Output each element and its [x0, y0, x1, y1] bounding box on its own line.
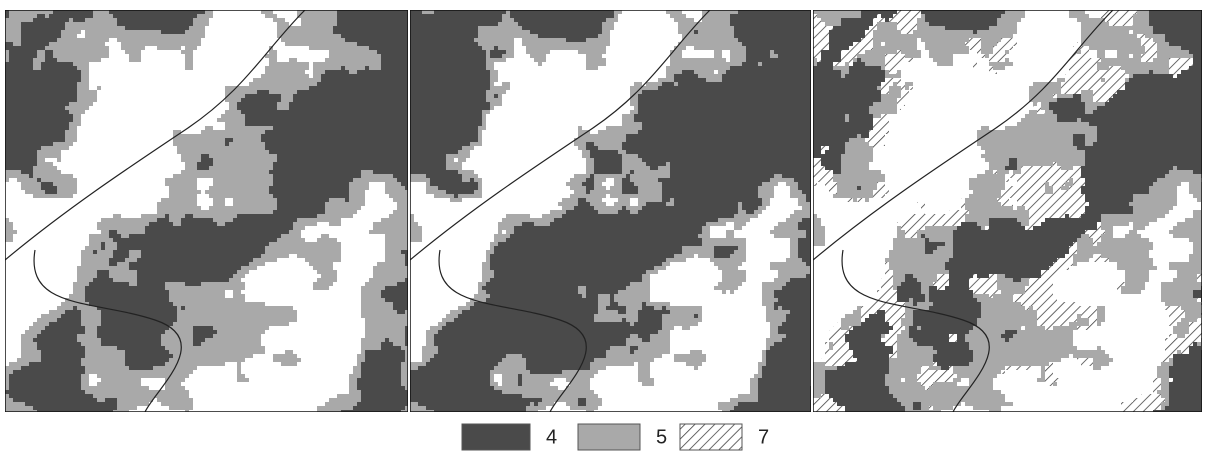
- map-panels: [5, 10, 1205, 414]
- map-panel: [410, 10, 814, 414]
- legend-swatch: [462, 424, 530, 450]
- legend-swatch: [680, 424, 742, 450]
- legend-swatch: [578, 424, 640, 450]
- map-panel: [5, 10, 409, 414]
- legend: 4 5 7: [462, 424, 769, 450]
- map-panel: [813, 10, 1205, 414]
- legend-label: 4: [546, 426, 557, 448]
- figure: 4 5 7: [0, 0, 1206, 452]
- legend-label: 5: [656, 426, 667, 448]
- page: {"legend": {"items": [ {"label": "4", "f…: [0, 0, 1206, 452]
- legend-label: 7: [758, 426, 769, 448]
